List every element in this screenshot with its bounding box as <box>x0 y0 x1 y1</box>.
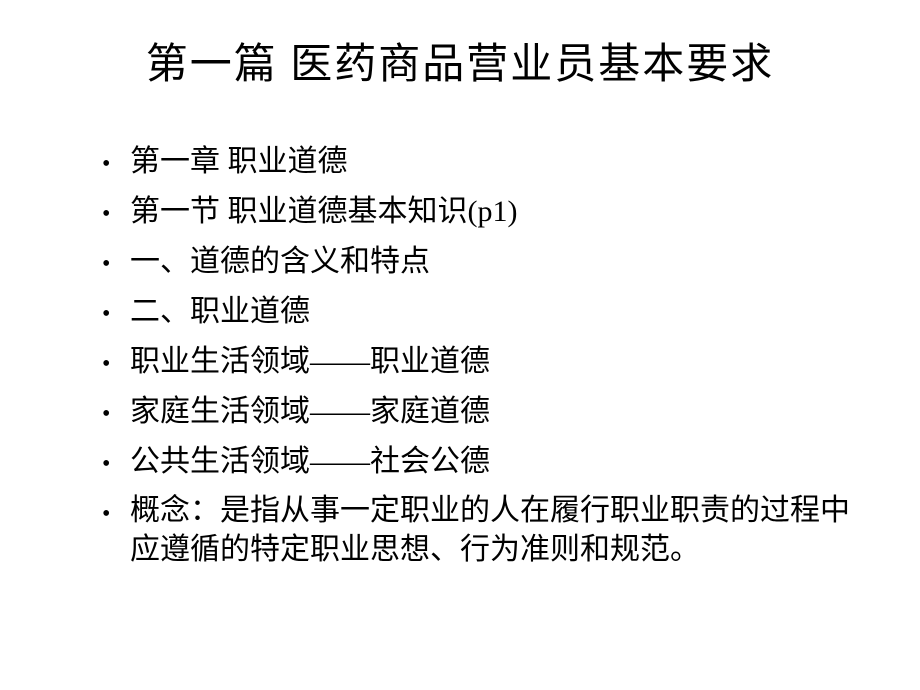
list-item: 概念：是指从事一定职业的人在履行职业职责的过程中应遵循的特定职业思想、行为准则和… <box>100 491 860 569</box>
bullet-icon <box>100 191 130 233</box>
bullet-icon <box>100 491 130 533</box>
list-item: 二、职业道德 <box>100 291 860 333</box>
item-text: 概念：是指从事一定职业的人在履行职业职责的过程中应遵循的特定职业思想、行为准则和… <box>130 491 860 569</box>
item-text: 第一章 职业道德 <box>130 141 860 183</box>
item-text: 一、道德的含义和特点 <box>130 241 860 283</box>
bullet-icon <box>100 141 130 183</box>
bullet-icon <box>100 441 130 483</box>
slide-content: 第一章 职业道德 第一节 职业道德基本知识(p1) 一、道德的含义和特点 二、职… <box>60 141 860 569</box>
bullet-icon <box>100 391 130 433</box>
list-item: 第一章 职业道德 <box>100 141 860 183</box>
list-item: 第一节 职业道德基本知识(p1) <box>100 191 860 233</box>
item-text: 公共生活领域——社会公德 <box>130 441 860 483</box>
slide-title: 第一篇 医药商品营业员基本要求 <box>60 30 860 91</box>
item-text: 家庭生活领域——家庭道德 <box>130 391 860 433</box>
list-item: 职业生活领域——职业道德 <box>100 341 860 383</box>
bullet-icon <box>100 241 130 283</box>
item-text: 二、职业道德 <box>130 291 860 333</box>
bullet-icon <box>100 291 130 333</box>
list-item: 公共生活领域——社会公德 <box>100 441 860 483</box>
bullet-icon <box>100 341 130 383</box>
list-item: 一、道德的含义和特点 <box>100 241 860 283</box>
list-item: 家庭生活领域——家庭道德 <box>100 391 860 433</box>
item-text: 职业生活领域——职业道德 <box>130 341 860 383</box>
item-text: 第一节 职业道德基本知识(p1) <box>130 191 860 233</box>
